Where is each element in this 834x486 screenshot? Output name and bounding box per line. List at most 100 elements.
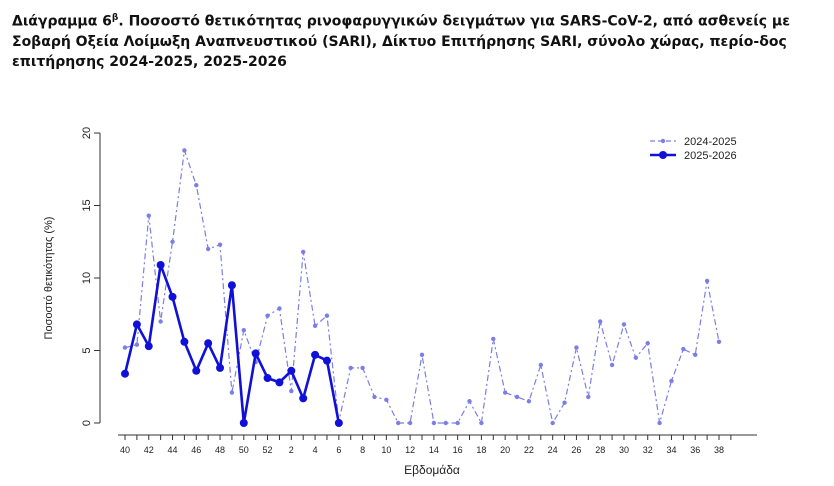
x-tick-label: 32 bbox=[643, 445, 653, 455]
data-point-2025-2026 bbox=[156, 260, 165, 269]
data-point-2024-2025 bbox=[693, 352, 698, 358]
y-axis-label: Ποσοστό θετικότητας (%) bbox=[43, 217, 55, 340]
chart-title-superscript: β bbox=[111, 13, 119, 23]
data-point-2025-2026 bbox=[275, 378, 284, 387]
data-point-2024-2025 bbox=[194, 183, 199, 188]
x-tick-label: 48 bbox=[215, 445, 225, 455]
chart-legend: 2024-2025 2025-2026 bbox=[650, 136, 737, 162]
y-tick-label: 15 bbox=[81, 199, 93, 211]
x-tick-label: 20 bbox=[500, 445, 510, 455]
x-tick-label: 6 bbox=[336, 445, 341, 455]
data-point-2024-2025 bbox=[514, 394, 520, 400]
x-tick-label: 28 bbox=[595, 445, 605, 455]
x-tick-label: 44 bbox=[168, 445, 178, 455]
data-point-2024-2025 bbox=[491, 336, 496, 342]
data-point-2024-2025 bbox=[455, 420, 460, 426]
data-point-2024-2025 bbox=[681, 346, 686, 352]
data-point-2024-2025 bbox=[669, 378, 674, 384]
data-point-2024-2025 bbox=[479, 420, 484, 426]
x-tick-label: 46 bbox=[191, 445, 201, 455]
data-point-2024-2025 bbox=[609, 362, 615, 368]
y-tick-label: 10 bbox=[81, 272, 93, 284]
data-point-2024-2025 bbox=[550, 420, 555, 426]
x-tick-label: 12 bbox=[405, 445, 415, 455]
x-tick-label: 26 bbox=[571, 445, 581, 455]
legend-marker-2024-2025 bbox=[660, 138, 666, 144]
data-point-2024-2025 bbox=[704, 278, 710, 284]
data-point-2024-2025 bbox=[277, 306, 282, 311]
data-point-2024-2025 bbox=[205, 246, 211, 252]
data-point-2024-2025 bbox=[301, 249, 306, 255]
data-point-2024-2025 bbox=[229, 390, 235, 395]
data-point-2024-2025 bbox=[538, 362, 543, 368]
data-point-2025-2026 bbox=[180, 337, 189, 346]
x-tick-label: 18 bbox=[476, 445, 486, 455]
x-tick-label: 16 bbox=[453, 445, 463, 455]
data-point-2024-2025 bbox=[146, 213, 151, 218]
x-tick-label: 22 bbox=[524, 445, 534, 455]
data-point-2024-2025 bbox=[621, 322, 627, 327]
x-tick-label: 42 bbox=[144, 445, 154, 455]
x-tick-label: 4 bbox=[313, 445, 318, 455]
data-point-2024-2025 bbox=[419, 352, 425, 358]
data-point-2025-2026 bbox=[263, 374, 272, 383]
data-point-2024-2025 bbox=[574, 345, 579, 350]
chart-title-text: . Ποσοστό θετικότητας ρινοφαρυγγικών δει… bbox=[12, 13, 791, 70]
data-point-2024-2025 bbox=[372, 394, 377, 400]
data-point-2025-2026 bbox=[144, 342, 153, 351]
data-point-2025-2026 bbox=[168, 292, 177, 301]
data-point-2024-2025 bbox=[526, 399, 532, 404]
y-tick-label: 20 bbox=[81, 127, 93, 139]
data-point-2024-2025 bbox=[217, 242, 223, 247]
data-point-2024-2025 bbox=[502, 390, 508, 395]
x-tick-label: 2 bbox=[289, 445, 294, 455]
x-tick-label: 34 bbox=[666, 445, 676, 455]
data-point-2024-2025 bbox=[182, 148, 187, 153]
data-point-2024-2025 bbox=[134, 342, 140, 347]
data-point-2024-2025 bbox=[657, 420, 662, 426]
data-point-2024-2025 bbox=[289, 388, 294, 394]
data-point-2025-2026 bbox=[311, 350, 320, 359]
y-tick-label: 0 bbox=[81, 420, 93, 426]
data-point-2024-2025 bbox=[170, 239, 175, 244]
data-point-2024-2025 bbox=[122, 345, 128, 350]
data-point-2025-2026 bbox=[192, 366, 201, 375]
data-point-2024-2025 bbox=[431, 420, 437, 426]
data-point-2024-2025 bbox=[586, 394, 591, 400]
chart-title-prefix: Διάγραμμα 6 bbox=[12, 13, 112, 30]
data-point-2025-2026 bbox=[227, 281, 236, 290]
x-tick-label: 38 bbox=[714, 445, 724, 455]
x-tick-label: 50 bbox=[239, 445, 249, 455]
data-point-2025-2026 bbox=[121, 369, 129, 378]
data-point-2025-2026 bbox=[132, 320, 141, 329]
x-axis-label: Εβδομάδα bbox=[404, 463, 460, 477]
x-tick-label: 8 bbox=[360, 445, 365, 455]
data-point-2025-2026 bbox=[299, 394, 308, 403]
data-point-2024-2025 bbox=[158, 319, 163, 324]
data-point-2024-2025 bbox=[241, 328, 246, 333]
series-line-2024-2025 bbox=[124, 149, 720, 424]
data-point-2024-2025 bbox=[265, 313, 270, 318]
chart-series bbox=[121, 148, 722, 427]
data-point-2024-2025 bbox=[396, 420, 401, 426]
data-point-2025-2026 bbox=[216, 363, 225, 372]
y-tick-label: 5 bbox=[81, 347, 93, 353]
data-point-2025-2026 bbox=[322, 356, 331, 365]
data-point-2024-2025 bbox=[633, 355, 639, 360]
data-point-2025-2026 bbox=[287, 366, 296, 375]
x-tick-label: 14 bbox=[429, 445, 439, 455]
data-point-2024-2025 bbox=[324, 313, 330, 318]
x-tick-label: 36 bbox=[690, 445, 700, 455]
x-tick-label: 52 bbox=[263, 445, 273, 455]
data-point-2024-2025 bbox=[467, 399, 472, 404]
chart-title: Διάγραμμα 6β. Ποσοστό θετικότητας ρινοφα… bbox=[12, 8, 812, 72]
legend-label: 2024-2025 bbox=[684, 136, 737, 148]
legend-marker-2025-2026 bbox=[659, 151, 667, 159]
data-point-2024-2025 bbox=[384, 397, 389, 402]
data-point-2024-2025 bbox=[407, 420, 413, 426]
x-tick-label: 40 bbox=[120, 445, 130, 455]
data-point-2024-2025 bbox=[348, 365, 353, 371]
data-point-2024-2025 bbox=[645, 341, 650, 346]
